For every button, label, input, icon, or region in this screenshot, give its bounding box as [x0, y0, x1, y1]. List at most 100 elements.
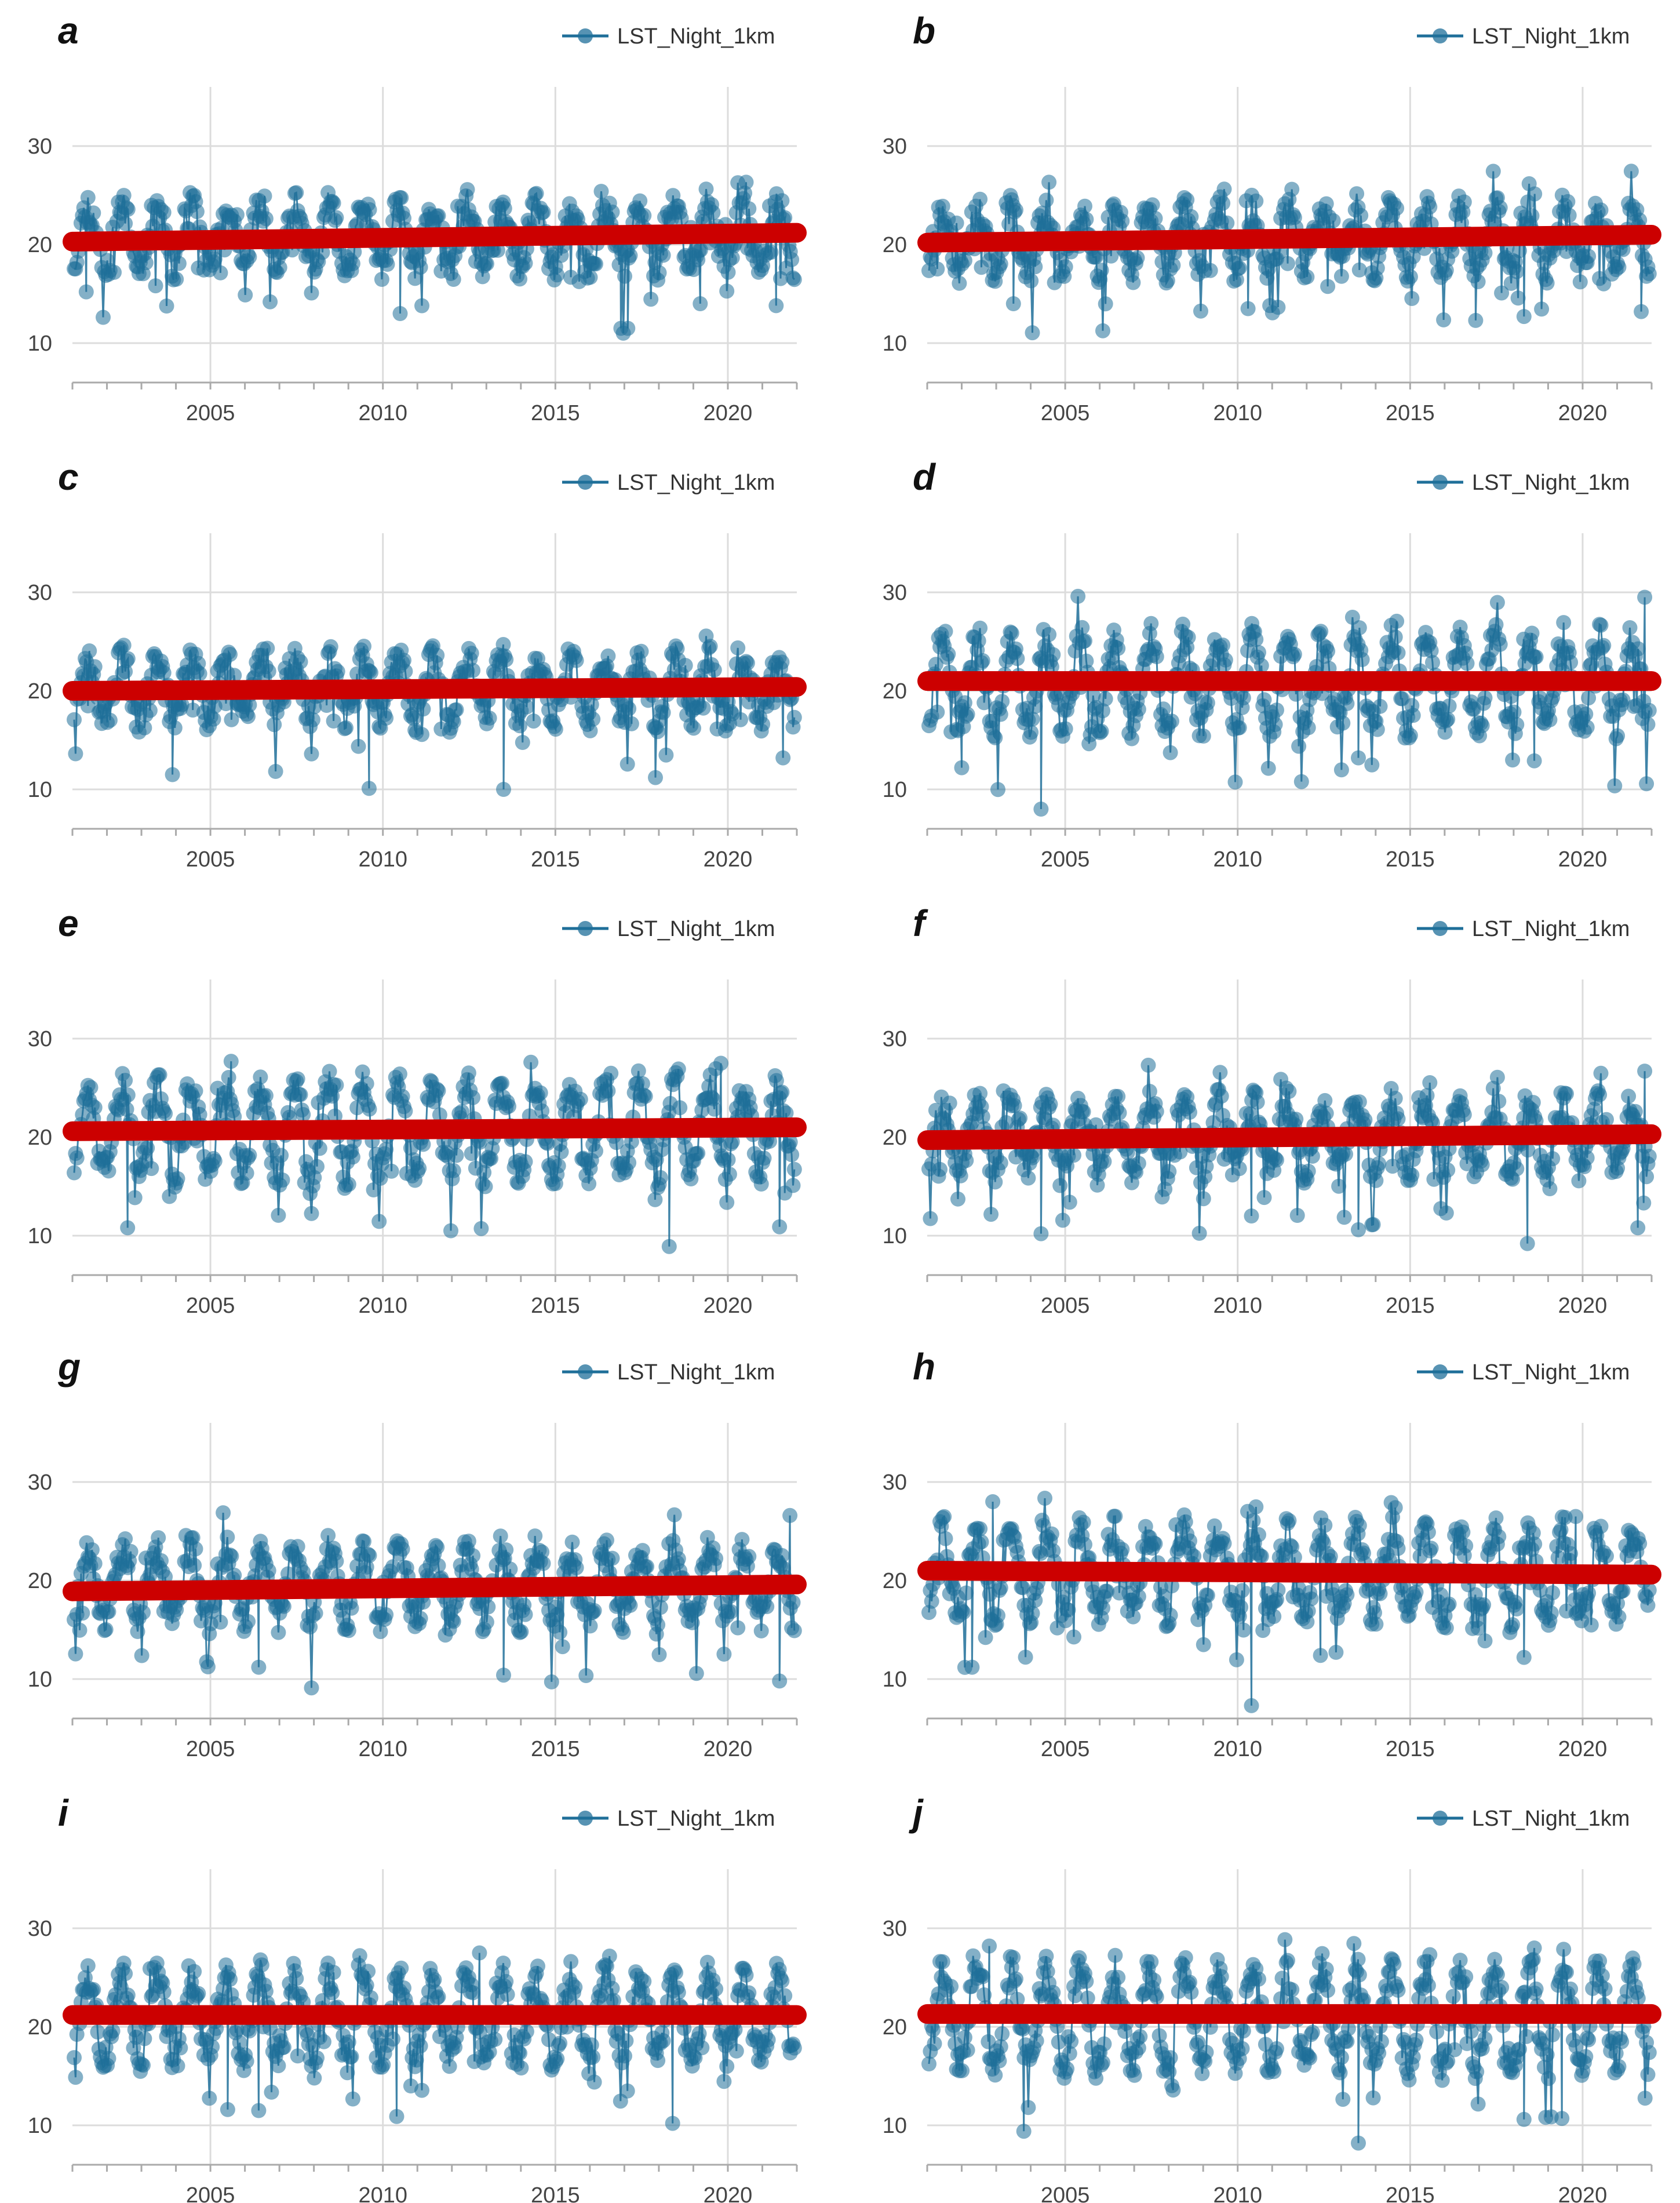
data-point [75, 1605, 90, 1621]
data-point [1124, 731, 1139, 747]
y-tick-label: 30 [28, 1917, 52, 1941]
data-point [206, 711, 221, 727]
data-point [1284, 181, 1300, 197]
data-point [774, 654, 790, 670]
data-point [1331, 1178, 1347, 1194]
data-point [1368, 1616, 1384, 1632]
legend-label: LST_Night_1km [1472, 1360, 1630, 1385]
data-point [1506, 704, 1522, 720]
data-point [622, 1597, 638, 1613]
legend-marker [578, 921, 593, 936]
panel-label: b [913, 10, 935, 52]
data-point [156, 205, 172, 220]
data-point [1578, 707, 1594, 722]
data-point [713, 1055, 728, 1071]
data-point [1556, 615, 1572, 631]
data-point [1440, 1162, 1456, 1178]
data-point [429, 647, 445, 663]
data-point [316, 2034, 331, 2049]
data-point [87, 1556, 103, 1571]
data-point [406, 711, 421, 726]
y-tick-label: 10 [28, 2114, 52, 2138]
data-point [617, 268, 632, 284]
data-point [362, 202, 377, 217]
data-point [741, 201, 757, 217]
data-point [1129, 250, 1145, 265]
data-point [165, 767, 180, 782]
data-point [957, 253, 972, 268]
x-tick-label: 2015 [1386, 847, 1435, 872]
data-point [1354, 652, 1370, 667]
data-point [1165, 257, 1181, 273]
x-tick-label: 2020 [704, 1737, 753, 1761]
legend-marker [578, 28, 593, 43]
data-point [137, 720, 152, 735]
data-point [1615, 1583, 1631, 1598]
data-point [304, 1206, 319, 1221]
data-point [257, 188, 272, 204]
data-point [371, 1214, 387, 1229]
data-point [1639, 1169, 1655, 1185]
data-point [1025, 325, 1040, 341]
data-point [275, 1172, 290, 1188]
data-point [274, 1148, 289, 1163]
data-point [1098, 296, 1113, 312]
data-point [936, 1509, 952, 1524]
data-point [213, 1614, 228, 1630]
data-point [1422, 199, 1438, 214]
data-point [1317, 1517, 1333, 1533]
data-point [118, 1966, 133, 1982]
data-point [1216, 1536, 1232, 1551]
data-point [1231, 1161, 1247, 1177]
data-point [653, 1170, 668, 1185]
data-point [930, 261, 945, 277]
data-point [1112, 1105, 1127, 1120]
data-point [393, 1960, 409, 1976]
data-point [585, 711, 601, 727]
data-point [1299, 269, 1315, 285]
x-tick-label: 2010 [1213, 847, 1262, 872]
data-point [271, 1207, 286, 1223]
data-point [719, 283, 735, 299]
data-point [159, 298, 174, 314]
data-point [276, 1598, 291, 1614]
data-point [568, 1560, 584, 1575]
data-point [993, 707, 1008, 722]
data-point [1568, 1509, 1583, 1524]
data-point [1052, 1178, 1068, 1193]
data-point [307, 2070, 322, 2086]
data-point [1227, 774, 1243, 790]
data-point [1070, 588, 1086, 604]
legend-marker [578, 475, 593, 490]
data-point [431, 1989, 446, 2005]
data-point [513, 2060, 529, 2075]
data-point [227, 668, 242, 683]
data-point [972, 1521, 988, 1536]
data-point [1256, 1190, 1272, 1206]
panel-label: g [57, 1346, 81, 1388]
data-point [83, 1080, 99, 1095]
data-point [1076, 1514, 1091, 1530]
data-point [1458, 1538, 1474, 1554]
data-point [1162, 1607, 1178, 1623]
data-point [224, 1549, 239, 1564]
series-markers [67, 1054, 802, 1254]
data-point [1145, 197, 1160, 213]
data-point [380, 257, 395, 272]
data-point [733, 712, 748, 727]
data-point [993, 256, 1008, 272]
data-point [502, 1561, 518, 1577]
data-point [549, 267, 565, 283]
data-point [1196, 1191, 1211, 1207]
data-point [1236, 690, 1251, 706]
data-point [1114, 1542, 1130, 1557]
data-point [240, 709, 256, 724]
data-point [615, 1625, 631, 1640]
panel-label: a [58, 10, 79, 52]
data-point [123, 1543, 139, 1559]
data-point [1289, 1208, 1305, 1223]
data-point [1351, 1518, 1367, 1533]
y-tick-label: 30 [883, 1470, 907, 1495]
data-point [1313, 624, 1329, 639]
